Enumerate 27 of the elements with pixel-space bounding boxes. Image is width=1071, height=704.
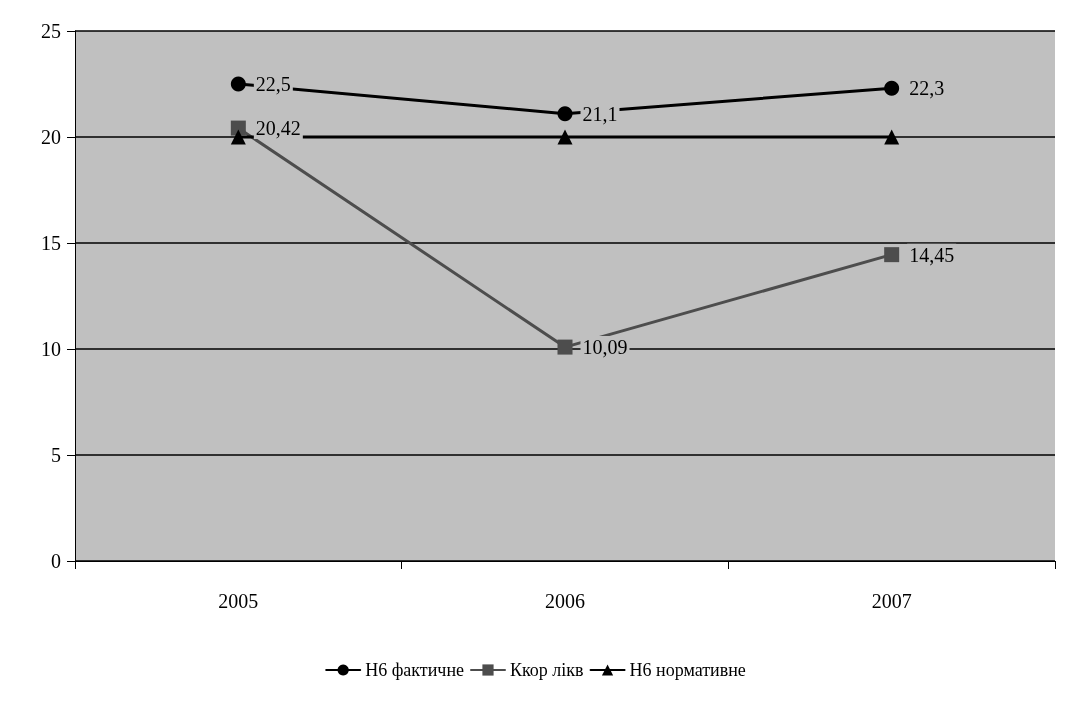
data-label: 10,09 [582, 336, 628, 359]
data-label: 14,45 [909, 243, 955, 266]
legend-label: Н6 нормативне [629, 660, 746, 680]
point [884, 80, 900, 96]
point [884, 129, 900, 145]
y-tick-label: 20 [41, 126, 61, 148]
x-tick-label: 2005 [218, 590, 259, 612]
point [884, 247, 900, 263]
point [557, 129, 573, 145]
data-label: 20,42 [255, 117, 301, 140]
y-tick-label: 15 [41, 232, 61, 254]
x-tick-label: 2007 [871, 590, 912, 612]
legend-label: Н6 фактичне [365, 660, 465, 680]
data-label: 21,1 [582, 102, 618, 125]
legend-label: Ккор лікв [510, 660, 584, 680]
point [557, 339, 573, 355]
data-label: 22,5 [255, 73, 291, 95]
point [230, 120, 246, 136]
y-tick-label: 5 [51, 444, 61, 466]
data-label: 22,3 [909, 77, 945, 100]
x-tick-label: 2006 [545, 590, 585, 612]
point [557, 106, 573, 122]
y-tick-label: 10 [41, 338, 61, 360]
y-tick-label: 0 [51, 550, 61, 572]
y-tick-label: 25 [41, 20, 61, 42]
point [230, 129, 246, 145]
point [230, 76, 246, 92]
